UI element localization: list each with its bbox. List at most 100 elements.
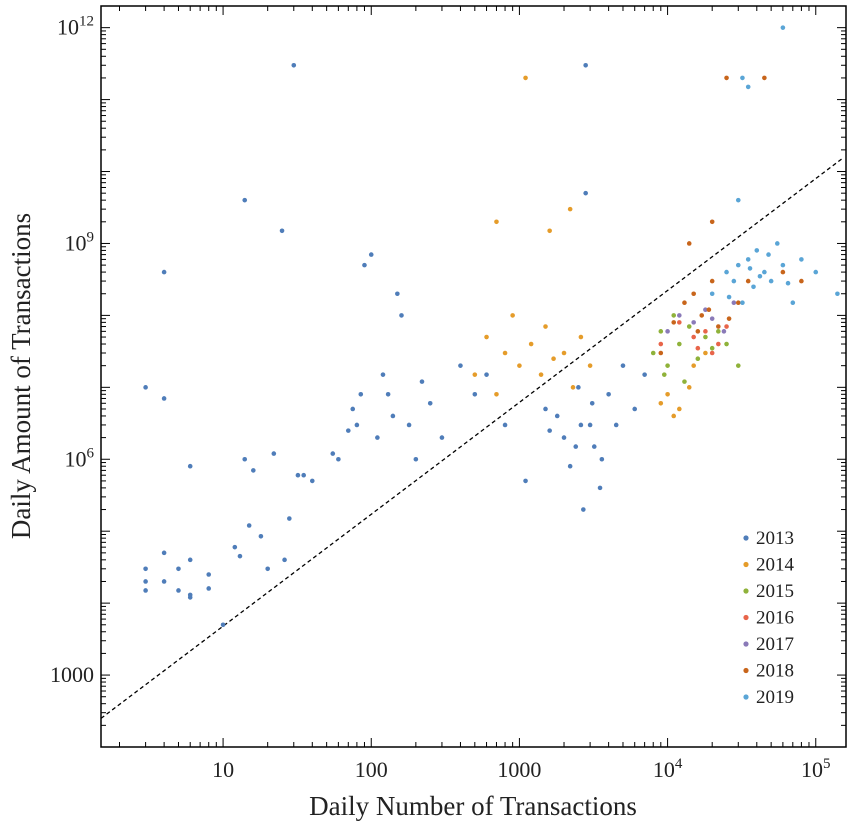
plot-frame (100, 5, 847, 748)
data-point-2014 (578, 334, 584, 340)
data-point-2013 (399, 313, 404, 318)
data-point-2013 (187, 463, 193, 469)
data-point-2013 (143, 588, 148, 593)
data-point-2016 (691, 334, 696, 340)
data-point-2014 (570, 385, 576, 390)
data-point-2019 (799, 257, 804, 262)
data-point-2013 (176, 588, 181, 593)
data-point-2013 (271, 451, 277, 456)
data-point-2013 (597, 485, 603, 491)
legend-marker-2013 (743, 535, 749, 541)
data-point-2013 (187, 557, 193, 563)
data-point-2014 (472, 372, 478, 377)
legend-label-2019: 2019 (756, 687, 794, 708)
data-point-2013 (554, 413, 560, 419)
data-point-2015 (695, 356, 701, 362)
data-point-2014 (484, 334, 489, 340)
data-point-2013 (427, 400, 433, 406)
data-point-2019 (740, 75, 745, 81)
data-point-2013 (345, 428, 351, 433)
data-point-2013 (583, 190, 588, 196)
x-tick-label: 100 (355, 757, 388, 782)
data-point-2018 (709, 219, 715, 225)
data-point-2013 (375, 435, 380, 440)
data-point-2013 (613, 422, 619, 428)
data-point-2019 (835, 291, 840, 297)
data-point-2015 (671, 313, 677, 318)
legend-marker-2018 (743, 667, 749, 674)
data-point-2013 (390, 413, 396, 419)
legend-label-2013: 2013 (756, 528, 794, 549)
data-point-2018 (682, 300, 687, 306)
data-point-2019 (745, 84, 751, 90)
data-point-2013 (232, 544, 238, 550)
y-tick-label: 106 (65, 445, 95, 471)
data-point-2014 (517, 363, 522, 368)
data-point-2013 (161, 579, 167, 584)
data-point-2018 (799, 278, 804, 284)
data-point-2014 (551, 356, 556, 362)
data-point-2014 (587, 363, 593, 368)
data-point-2013 (358, 391, 364, 397)
data-point-2018 (671, 320, 677, 325)
data-point-2016 (709, 350, 715, 356)
data-point-2013 (561, 435, 567, 440)
data-point-2013 (362, 262, 367, 268)
data-point-2014 (686, 385, 692, 390)
data-point-2016 (658, 341, 664, 347)
data-point-2015 (709, 345, 715, 351)
data-point-2019 (780, 262, 786, 268)
data-point-2017 (691, 320, 696, 325)
data-point-2017 (709, 316, 715, 321)
data-point-2013 (176, 566, 181, 572)
data-point-2014 (677, 406, 682, 412)
data-point-2018 (780, 269, 786, 275)
x-tick-label: 105 (801, 756, 831, 782)
data-point-2018 (735, 300, 741, 306)
data-point-2013 (385, 391, 391, 397)
data-point-2013 (282, 557, 287, 563)
data-point-2018 (716, 324, 721, 329)
data-point-2014 (547, 228, 552, 234)
data-point-2013 (309, 478, 315, 484)
data-point-2017 (703, 307, 708, 312)
x-tick-label: 10 (212, 757, 234, 782)
data-point-2019 (740, 300, 745, 306)
data-point-2019 (780, 25, 786, 30)
data-point-2013 (368, 252, 374, 257)
data-point-2013 (523, 478, 528, 484)
data-point-2014 (494, 391, 499, 397)
data-point-2013 (632, 406, 638, 412)
data-point-2014 (658, 400, 664, 406)
x-axis-title: Daily Number of Transactions (309, 791, 637, 821)
data-point-2013 (583, 62, 588, 68)
data-point-2013 (251, 468, 256, 473)
legend-label-2014: 2014 (756, 555, 795, 576)
data-point-2019 (754, 248, 760, 253)
data-point-2015 (703, 334, 708, 340)
data-point-2013 (336, 456, 341, 462)
data-point-2013 (206, 586, 212, 591)
data-point-2019 (735, 197, 741, 203)
data-point-2018 (691, 291, 696, 297)
data-point-2014 (543, 324, 548, 329)
y-axis-title: Daily Amount of Transactions (6, 213, 36, 539)
data-point-2013 (380, 372, 386, 377)
data-point-2014 (671, 413, 677, 419)
axis-ticks (101, 5, 846, 748)
data-point-2013 (295, 472, 301, 478)
data-point-2013 (578, 422, 584, 428)
legend-label-2018: 2018 (756, 661, 794, 682)
data-point-2014 (510, 313, 515, 318)
data-point-2016 (695, 345, 701, 351)
data-point-2013 (258, 533, 264, 539)
data-point-2014 (691, 363, 696, 368)
data-point-2018 (724, 75, 729, 81)
data-point-2019 (774, 241, 780, 246)
data-point-2019 (724, 269, 729, 275)
data-point-2018 (686, 241, 692, 246)
data-point-2013 (143, 566, 148, 572)
reference-line (100, 158, 843, 719)
data-point-2013 (350, 406, 356, 412)
data-point-2013 (642, 372, 647, 377)
